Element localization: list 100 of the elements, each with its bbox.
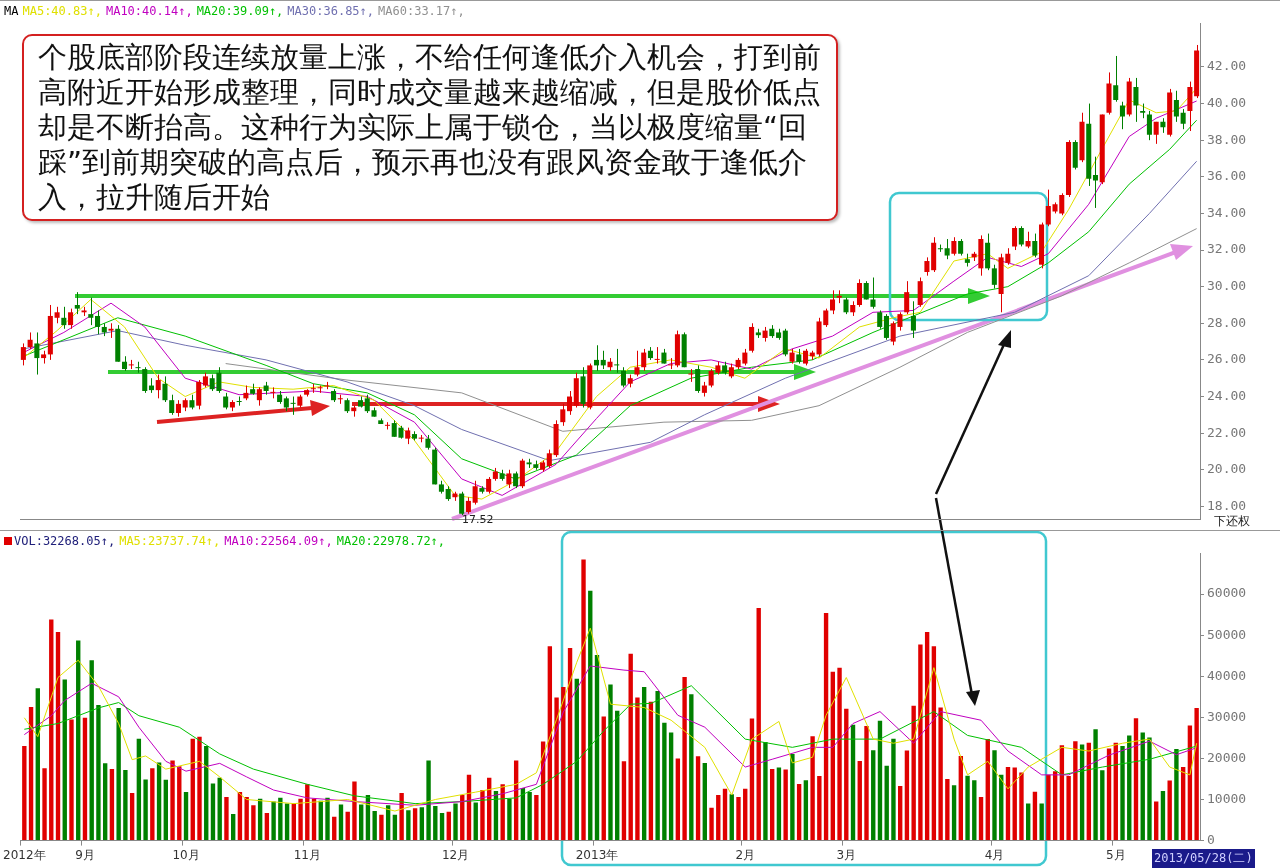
bar	[1026, 803, 1031, 841]
x-tick-label: 4月	[984, 847, 1005, 862]
candlestick	[877, 309, 883, 330]
y-tick-label: 40.00	[1207, 94, 1247, 110]
bar	[641, 686, 647, 841]
candlestick	[1187, 81, 1193, 132]
bar	[1147, 737, 1152, 841]
bar	[722, 788, 728, 841]
bar	[918, 644, 923, 841]
bar	[857, 760, 862, 841]
candlestick	[688, 368, 694, 383]
bar	[224, 797, 229, 841]
candlestick	[472, 480, 478, 506]
y-tick-label: 20.00	[1207, 461, 1247, 477]
bar	[763, 741, 768, 841]
candlestick	[951, 236, 957, 257]
candlestick	[135, 361, 141, 374]
bar	[183, 792, 189, 841]
bar	[507, 798, 512, 841]
bar	[1174, 748, 1179, 841]
bar	[965, 775, 970, 841]
bar	[163, 779, 168, 841]
y-tick-label: 10000	[1207, 790, 1247, 806]
text: MA30:36.85↑,	[287, 4, 375, 18]
bar	[1093, 729, 1098, 841]
y-tick-label: 18.00	[1207, 497, 1247, 513]
y-tick-label: 32.00	[1207, 241, 1247, 257]
y-tick-label: 60000	[1207, 585, 1247, 601]
candlestick	[88, 297, 94, 326]
bar	[817, 776, 822, 841]
candlestick	[34, 331, 40, 376]
candlestick	[991, 264, 997, 289]
bar	[453, 803, 458, 841]
bar	[837, 667, 842, 841]
candlestick	[620, 366, 627, 388]
bar	[668, 732, 674, 841]
candlestick	[270, 386, 276, 399]
bar	[210, 783, 216, 841]
bar	[251, 805, 256, 841]
bar	[359, 804, 364, 841]
candlestick	[1045, 189, 1051, 227]
bar	[325, 797, 330, 841]
bar	[675, 758, 681, 841]
candlestick	[546, 449, 552, 469]
candlestick	[1032, 233, 1038, 258]
bar	[1180, 767, 1186, 841]
y-tick-label: 30.00	[1207, 278, 1247, 294]
candlestick	[641, 348, 647, 372]
candlestick	[654, 346, 660, 365]
bar	[709, 807, 714, 841]
bar	[332, 816, 337, 841]
bar	[871, 750, 876, 841]
bar	[911, 705, 916, 841]
bar	[978, 797, 984, 841]
y-tick-label: 20000	[1207, 749, 1247, 765]
bar	[419, 807, 425, 841]
bar	[1066, 776, 1071, 841]
candlestick	[749, 322, 755, 354]
bar	[695, 756, 701, 841]
annotation: 17.52	[462, 513, 494, 526]
bar	[500, 784, 505, 841]
bar	[689, 694, 694, 841]
bar	[1154, 801, 1159, 841]
bar	[581, 559, 586, 841]
candlestick	[567, 390, 573, 416]
bar	[284, 803, 290, 841]
bar	[372, 811, 377, 841]
bar	[42, 768, 47, 841]
text: 2013/05/28(二)	[1152, 849, 1255, 868]
bar	[621, 761, 627, 841]
candlestick	[560, 403, 566, 427]
bar	[123, 769, 128, 841]
bar	[102, 763, 108, 841]
x-tick-label: 9月	[75, 847, 95, 862]
bar	[891, 738, 896, 841]
bar	[136, 738, 142, 841]
bar	[433, 806, 438, 841]
bar	[69, 719, 74, 841]
bar	[406, 810, 411, 841]
bar	[1167, 780, 1172, 841]
y-tick-label: 0	[1207, 831, 1215, 847]
candlestick	[162, 375, 168, 403]
candlestick	[1133, 77, 1139, 123]
bar	[116, 707, 121, 841]
text: MA5:23737.74↑,	[119, 534, 221, 548]
candlestick	[910, 300, 916, 339]
y-tick-label: 34.00	[1207, 204, 1247, 220]
y-tick-label: 22.00	[1207, 424, 1247, 440]
legend-label: VOL:32268.05↑,	[14, 534, 116, 548]
candlestick	[20, 342, 26, 366]
x-tick-label: 10月	[172, 847, 200, 862]
bar	[884, 765, 889, 841]
bar	[143, 779, 148, 841]
candlestick	[256, 386, 262, 407]
bar	[96, 705, 101, 841]
bar	[810, 736, 815, 841]
bar	[244, 797, 249, 841]
candlestick	[506, 469, 512, 489]
bar	[109, 769, 115, 841]
bar	[716, 795, 721, 841]
